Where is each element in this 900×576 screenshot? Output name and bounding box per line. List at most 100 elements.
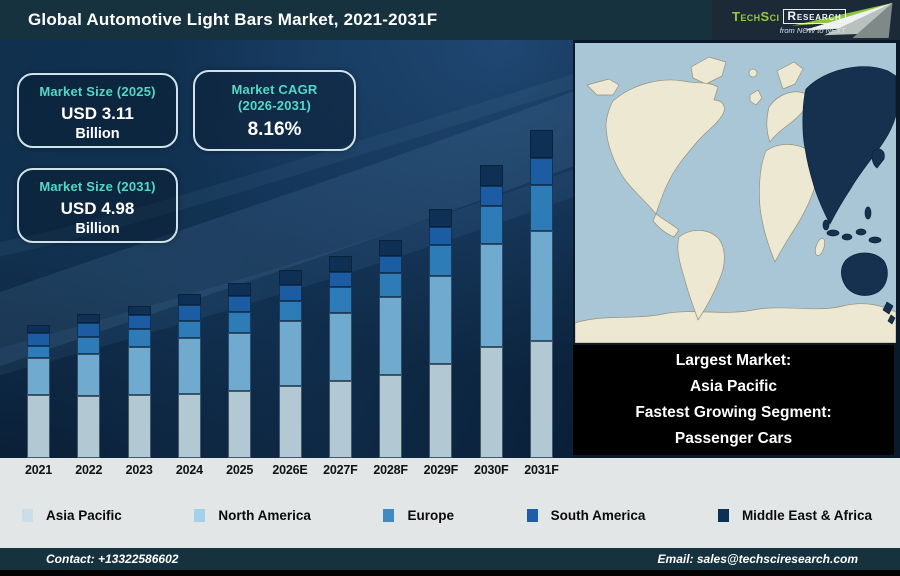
bars-layer [0, 40, 573, 458]
bar-segment [77, 396, 101, 458]
bar-segment [479, 244, 503, 347]
bar-segment [228, 312, 252, 333]
legend-swatch [22, 508, 33, 522]
bar-segment [530, 341, 553, 458]
bar-segment [429, 364, 453, 458]
bar-segment [77, 354, 101, 396]
bar-segment [77, 337, 101, 354]
bar-segment [278, 285, 302, 301]
bar-segment [479, 206, 503, 244]
legend-label: North America [218, 507, 311, 523]
bar-segment [479, 165, 503, 186]
stat-value: 8.16% [247, 119, 302, 140]
bar-segment [127, 306, 151, 315]
x-axis-label: 2028F [373, 463, 408, 477]
legend-item: Asia Pacific [22, 508, 122, 523]
stacked-bar-2023 [127, 306, 151, 458]
stat-title: Market Size (2031) [39, 179, 156, 194]
bar-segment [278, 270, 302, 285]
stat-value: USD 4.98 [60, 199, 135, 218]
x-axis-label: 2029F [423, 463, 459, 477]
bar-segment [27, 358, 50, 395]
footer-contact: Contact: +13322586602 [46, 552, 179, 566]
bar-segment [530, 158, 553, 185]
stacked-bar-2022 [77, 314, 101, 458]
x-axis-label: 2030F [473, 463, 509, 477]
bar-segment [177, 394, 201, 458]
stacked-bar-2030F [479, 165, 503, 458]
bar-segment [177, 338, 201, 394]
bottom-strip [0, 570, 900, 576]
bar-segment [127, 395, 151, 458]
bar-segment [479, 347, 503, 458]
footer-email: Email: sales@techsciresearch.com [657, 552, 858, 566]
bar-segment [328, 313, 352, 381]
bar-segment [27, 333, 50, 346]
logo-brand-techsci: TechSci [732, 9, 780, 24]
bar-segment [177, 321, 201, 338]
bar-segment [127, 329, 151, 347]
stat-title: Market Size (2025) [39, 84, 156, 99]
x-axis-label: 2022 [75, 463, 103, 477]
stat-box-market-size-2025: Market Size (2025) USD 3.11 Billion [17, 73, 178, 148]
bar-segment [379, 256, 403, 273]
legend-label: South America [550, 507, 646, 523]
bar-segment [429, 276, 453, 364]
stacked-bar-2026E [278, 270, 302, 458]
x-axis-label: 2024 [175, 463, 203, 477]
x-axis-label: 2027F [323, 463, 358, 477]
bar-segment [27, 395, 50, 458]
x-axis-label: 2031F [524, 463, 559, 477]
logo-tagline: from NOW to NEXT [779, 26, 846, 35]
fastest-segment-value: Passenger Cars [674, 430, 793, 447]
legend-item: North America [194, 508, 311, 523]
legend-item: Europe [383, 508, 454, 523]
bar-segment [228, 296, 252, 312]
largest-market-label: Largest Market: [675, 352, 792, 369]
logo-text: TechSci Research from NOW to NEXT [732, 9, 846, 35]
world-map [575, 43, 896, 343]
bar-segment [479, 186, 503, 206]
bar-segment [429, 245, 453, 276]
logo-brand-research: Research [783, 9, 846, 24]
bar-segment [278, 386, 302, 458]
bar-segment [530, 231, 553, 341]
legend-item: South America [526, 507, 646, 523]
bar-segment [530, 130, 553, 158]
stacked-bar-2031F [530, 130, 553, 458]
footer: Contact: +13322586602 Email: sales@techs… [0, 548, 900, 570]
page-title: Global Automotive Light Bars Market, 202… [28, 10, 438, 29]
x-axis-label: 2023 [125, 463, 153, 477]
bar-segment [379, 297, 403, 375]
legend-swatch [194, 508, 206, 522]
bar-segment [77, 323, 101, 337]
chart-panel: Market Size (2025) USD 3.11 Billion Mark… [0, 40, 573, 458]
legend-swatch [717, 508, 729, 522]
bar-segment [127, 315, 151, 329]
legend-item: Middle East & Africa [717, 507, 872, 523]
legend-label: Europe [407, 507, 454, 523]
stacked-bar-2029F [429, 209, 453, 458]
stat-box-market-size-2031: Market Size (2031) USD 4.98 Billion [17, 168, 178, 243]
bar-segment [127, 347, 151, 395]
stat-unit: Billion [75, 221, 120, 237]
bar-segment [77, 314, 101, 323]
legend-label: Middle East & Africa [741, 507, 872, 523]
bar-segment [27, 346, 50, 358]
bar-segment [228, 333, 252, 391]
bar-segment [228, 391, 252, 458]
stacked-bar-2028F [379, 240, 403, 458]
stat-title: (2026-2031) [237, 98, 312, 113]
largest-market-value: Asia Pacific [689, 378, 778, 395]
bar-segment [228, 283, 252, 296]
bar-segment [379, 375, 403, 458]
header: Global Automotive Light Bars Market, 202… [0, 0, 900, 40]
bar-segment [379, 273, 403, 297]
bar-segment [429, 227, 453, 245]
info-box: Largest Market: Asia Pacific Fastest Gro… [573, 345, 894, 455]
stacked-bar-2021 [27, 325, 50, 458]
x-axis-labels: 2021 2022 2023 2024 2025 2026E 2027F 2028F 2029F… [0, 458, 573, 482]
bar-segment [328, 256, 352, 272]
bar-segment [278, 321, 302, 386]
